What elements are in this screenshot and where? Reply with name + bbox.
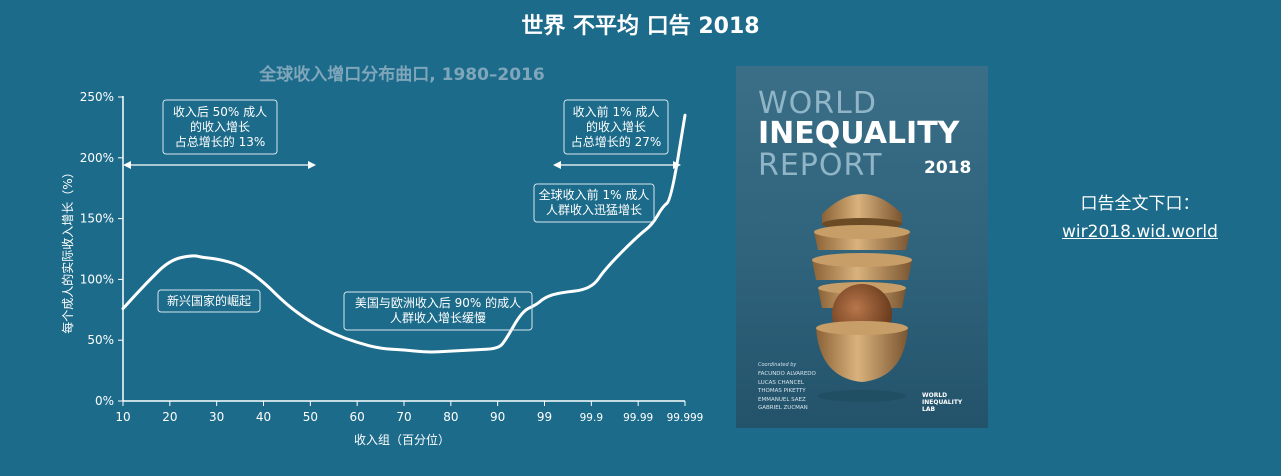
cover-lab-line: LAB — [922, 406, 936, 413]
y-tick-label: 0% — [95, 394, 114, 408]
annotation-line: 人群收入迅猛增长 — [546, 203, 642, 217]
annotation-line: 美国与欧洲收入后 90% 的成人 — [355, 295, 521, 310]
cover-author: THOMAS PIKETTY — [758, 388, 806, 394]
cover-lab-line: INEQUALITY — [922, 399, 963, 406]
annotation-emerging-box — [157, 289, 261, 313]
y-tick-label: 50% — [87, 333, 114, 347]
annotation-line: 的收入增长 — [586, 119, 646, 134]
y-tick-label: 200% — [80, 151, 114, 165]
report-cover: WORLD INEQUALITY REPORT 2018 Coordinated… — [736, 66, 988, 428]
page-title: 世界 不平均 口告 2018 — [521, 14, 760, 39]
elephant-curve-chart: 全球收入增口分布曲口, 1980–2016 每个成人的实际收入增长（%） 收入组… — [60, 64, 703, 447]
y-tick-label: 250% — [80, 90, 114, 104]
x-tick-label: 30 — [209, 410, 224, 424]
chart-title: 全球收入增口分布曲口, 1980–2016 — [258, 64, 545, 85]
y-tick-label: 100% — [80, 272, 114, 286]
bottom-50-arrow — [123, 161, 316, 169]
annotation-us-europe: 美国与欧洲收入后 90% 的成人 人群收入增长缓慢 — [343, 291, 533, 331]
annotation-line: 全球收入前 1% 成人 — [539, 187, 650, 202]
cover-title-world: WORLD — [758, 86, 877, 121]
annotation-us-europe-box — [343, 291, 533, 331]
bottom-50-arrow-left-head — [123, 161, 131, 169]
x-tick-label: 40 — [256, 410, 271, 424]
cover-author: LUCAS CHANCEL — [758, 379, 804, 386]
x-tick-label: 99.9 — [580, 412, 603, 424]
cover-lab-line: WORLD — [922, 392, 948, 399]
x-tick-label: 99 — [537, 410, 552, 424]
annotation-bottom-50: 收入后 50% 成人 的收入增长 占总增长的 13% — [162, 99, 278, 155]
x-ticks: 10 20 30 40 50 60 70 80 90 99 99.9 99.99 99.999 — [115, 401, 703, 424]
x-tick-label: 99.999 — [667, 412, 704, 424]
top-1-arrow — [553, 161, 681, 169]
annotation-global-top-1-box — [533, 183, 655, 223]
download-link[interactable]: wir2018.wid.world — [1062, 222, 1218, 242]
x-axis-label: 收入组（百分位） — [354, 432, 450, 447]
annotation-global-top-1: 全球收入前 1% 成人 人群收入迅猛增长 — [533, 183, 655, 223]
x-tick-label: 10 — [115, 410, 130, 424]
top-1-arrow-right-head — [673, 161, 681, 169]
annotation-top-1: 收入前 1% 成人 的收入增长 占总增长的 27% — [563, 99, 669, 155]
x-tick-label: 70 — [396, 410, 411, 424]
download-section: 口告全文下口： wir2018.wid.world — [1030, 190, 1250, 246]
annotation-bottom-50-box — [162, 99, 278, 155]
annotation-line: 收入后 50% 成人 — [173, 105, 267, 119]
y-ticks: 0% 50% 100% 150% 200% 250% — [80, 90, 123, 408]
top-1-arrow-left-head — [553, 161, 561, 169]
globe-sculpture-icon — [812, 194, 912, 402]
income-growth-curve — [121, 113, 687, 354]
annotation-line: 的收入增长 — [190, 119, 250, 134]
annotation-line: 收入前 1% 成人 — [573, 104, 660, 119]
x-tick-label: 50 — [303, 410, 318, 424]
annotation-top-1-box — [563, 99, 669, 155]
cover-author: FACUNDO ALVAREDO — [758, 371, 816, 377]
download-label: 口告全文下口： — [1080, 194, 1200, 214]
x-tick-label: 90 — [490, 410, 505, 424]
cover-year: 2018 — [924, 158, 972, 178]
bottom-50-arrow-right-head — [308, 161, 316, 169]
cover-lab-logo: WORLD INEQUALITY LAB — [922, 392, 962, 413]
cover-author: GABRIEL ZUCMAN — [758, 405, 808, 411]
x-tick-label: 80 — [443, 410, 458, 424]
cover-title-report: REPORT — [758, 148, 883, 183]
cover-illustration — [812, 194, 912, 402]
cover-author: EMMANUEL SAEZ — [758, 396, 806, 403]
cover-authors: FACUNDO ALVAREDO LUCAS CHANCEL THOMAS PI… — [758, 370, 816, 413]
y-axis-label: 每个成人的实际收入增长（%） — [60, 166, 75, 333]
y-tick-label: 150% — [80, 212, 114, 226]
annotation-line: 占总增长的 13% — [175, 134, 266, 149]
cover-coordinated-by: Coordinated by — [758, 362, 797, 368]
annotation-emerging: 新兴国家的崛起 — [157, 289, 261, 313]
x-tick-label: 99.99 — [623, 412, 653, 424]
annotation-line: 新兴国家的崛起 — [167, 293, 251, 308]
x-tick-label: 20 — [162, 410, 177, 424]
annotation-line: 占总增长的 27% — [571, 134, 662, 149]
annotation-line: 人群收入增长缓慢 — [390, 311, 486, 325]
x-tick-label: 60 — [350, 410, 365, 424]
cover-title-inequality: INEQUALITY — [758, 116, 960, 151]
